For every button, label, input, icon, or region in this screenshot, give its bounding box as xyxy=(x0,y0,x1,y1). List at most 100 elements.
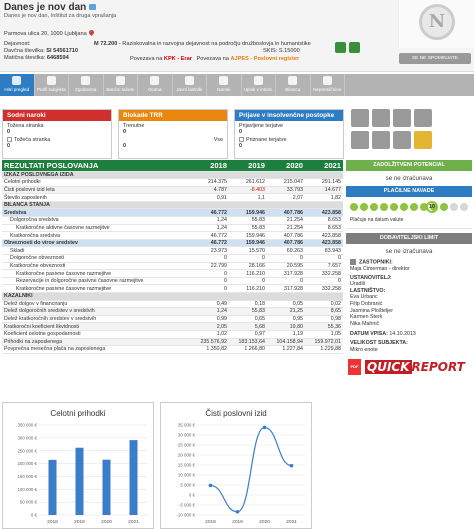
row-label: Delež kratkoročnih sredstev v sredstvih xyxy=(2,315,191,324)
building-icon xyxy=(322,76,332,85)
kpk-link[interactable]: KPK - Erar xyxy=(163,56,192,62)
row-label: Delež dolgov v financiranju xyxy=(2,300,191,309)
bar xyxy=(102,459,111,515)
map-pin-icon[interactable] xyxy=(87,28,95,37)
row-value: 0,18 xyxy=(229,300,267,309)
limit-title: DOBAVITELJSKI LIMIT xyxy=(346,233,472,244)
row-value: 55.83 xyxy=(229,216,267,225)
tab-javni-lastniki[interactable]: Javni lastniki xyxy=(173,74,207,96)
row-value: 2,05 xyxy=(191,322,229,331)
row-value: 116.210 xyxy=(229,269,267,278)
row-label: Dolgoročne obveznosti xyxy=(2,254,191,263)
year-header: 2021 xyxy=(305,160,343,172)
company-logo: N xyxy=(419,4,455,40)
trenutne-count: 0 xyxy=(123,129,126,135)
external-links: Povezava na KPK - Erar Povezava na AJPES… xyxy=(130,56,300,62)
tab-bilanca[interactable]: Bilanca xyxy=(276,74,311,96)
money-icon[interactable] xyxy=(335,42,346,53)
row-value: 159.972,01 xyxy=(305,338,343,347)
row-label: Povprečna mesečna plača na zaposlenega xyxy=(2,345,191,354)
y-tick-label: 20 000 € xyxy=(178,453,196,458)
row-value: 28.166 xyxy=(229,262,267,271)
net-income-chart-svg: -10 000 € -5 000 € 0 € 5 000 € 10 000 € 15 00… xyxy=(176,423,305,525)
login-button[interactable]: SE NE SPOMINJATE xyxy=(399,53,471,64)
share-icon[interactable] xyxy=(89,4,97,11)
history-icon xyxy=(81,76,91,85)
activity-description: M 72.200 - Raziskovalna in razvojna deja… xyxy=(94,41,311,47)
y-tick-label: 10 000 € xyxy=(178,473,196,478)
row-value: 0 xyxy=(305,254,343,263)
row-value: 159.946 xyxy=(229,231,267,240)
tozeca-checkbox[interactable] xyxy=(7,137,12,143)
row-value: 407.786 xyxy=(267,208,305,218)
people-icon[interactable] xyxy=(414,109,432,127)
bank-icon[interactable] xyxy=(393,109,411,127)
car-icon[interactable] xyxy=(349,42,360,53)
document-icon[interactable] xyxy=(372,109,390,127)
row-value: 19,80 xyxy=(267,322,305,331)
row-value: 235.576,92 xyxy=(191,338,229,347)
row-label: Kratkoročne aktivne časovne razmejitve xyxy=(2,224,191,233)
row-value: 0,02 xyxy=(305,300,343,309)
tab-ocena[interactable]: Ocena xyxy=(138,74,173,96)
row-value: 0 xyxy=(191,269,229,278)
row-value: 8.653 xyxy=(305,224,343,233)
quickreport-link[interactable]: PDF QUICK REPORT xyxy=(348,359,474,376)
tab-naroki[interactable]: Naroki xyxy=(207,74,242,96)
globe-icon[interactable] xyxy=(372,131,390,149)
table-row: Prihodki na zaposlenega 235.576,92 183.153… xyxy=(2,338,343,347)
financial-results-table: REZULTATI POSLOVANJA 2018 2019 2020 2021… xyxy=(2,160,343,354)
tab-nepremicnine[interactable]: Nepremičnine xyxy=(311,74,345,96)
table-row: Kratkoročne obveznosti 22.799 28.166 20.595… xyxy=(2,262,343,271)
row-label: Dolgoročna sredstva xyxy=(2,216,191,225)
tab-hitri-pregled[interactable]: Hitri pregled xyxy=(0,74,35,96)
row-value: 0,65 xyxy=(229,315,267,324)
row-value: 46.772 xyxy=(191,208,229,218)
row-value: 1.227,84 xyxy=(267,345,305,354)
tab-zgodovina[interactable]: Zgodovina xyxy=(69,74,104,96)
priznane-checkbox[interactable] xyxy=(239,137,244,143)
row-value: 0,99 xyxy=(191,315,229,324)
row-value xyxy=(229,171,267,180)
row-value: 0 xyxy=(267,277,305,286)
tab-profil[interactable]: Profil subjekta xyxy=(35,74,69,96)
creditor-icon xyxy=(253,76,263,85)
home-icon[interactable] xyxy=(393,131,411,149)
row-value: 104.158,94 xyxy=(267,338,305,347)
y-tick-label: 100 000 € xyxy=(17,487,37,492)
row-value xyxy=(305,201,343,210)
tab-bancni-racuni[interactable]: Bančni računi xyxy=(104,74,138,96)
row-value xyxy=(191,292,229,301)
navade-title: PLAČILNE NAVADE xyxy=(346,186,472,197)
ajpes-link[interactable]: AJPES - Poslovni register xyxy=(230,56,300,62)
tab-upnik[interactable]: Upnik v insolv. xyxy=(242,74,276,96)
bar xyxy=(129,440,138,515)
profile-icon xyxy=(46,76,56,85)
balance-icon xyxy=(288,76,298,85)
row-value: 33.793 xyxy=(267,186,305,195)
potencial-title: ZADOLŽITVENI POTENCIAL xyxy=(346,160,472,171)
y-tick-label: 0 € xyxy=(189,493,196,498)
lock-icon[interactable] xyxy=(351,109,369,127)
table-row: Kratkoročne aktivne časovne razmejitve 1,… xyxy=(2,224,343,233)
year-header: 2018 xyxy=(191,160,229,172)
row-value: 1.350,82 xyxy=(191,345,229,354)
table-row: Koeficient celotne gospodarnosti 1,02 0,97… xyxy=(2,330,343,339)
row-label: Delež dolgoročnih sredstev v sredstvih xyxy=(2,307,191,316)
data-point xyxy=(262,425,267,430)
company-people: ZASTOPNIKI: Maja Cimerman - direktor UST… xyxy=(350,259,416,353)
table-row: Sredstva 46.772 159.946 407.786 423.858 xyxy=(2,208,343,218)
handshake-icon[interactable] xyxy=(414,131,432,149)
row-value: 0 xyxy=(191,284,229,293)
data-point xyxy=(235,510,240,514)
bank-icon xyxy=(115,76,125,85)
chart-icon[interactable] xyxy=(351,131,369,149)
panel-title: Blokade TRR xyxy=(119,110,227,121)
row-value: 46.772 xyxy=(191,239,229,248)
row-label: Obveznosti do virov sredstev xyxy=(2,239,191,248)
row-value: 21.254 xyxy=(267,216,305,225)
score-dot xyxy=(420,203,428,211)
table-row: BILANCA STANJA xyxy=(2,201,343,210)
table-row: Skladi 23.973 15.570 69.263 83.943 xyxy=(2,246,343,256)
row-value: 83.943 xyxy=(305,246,343,256)
